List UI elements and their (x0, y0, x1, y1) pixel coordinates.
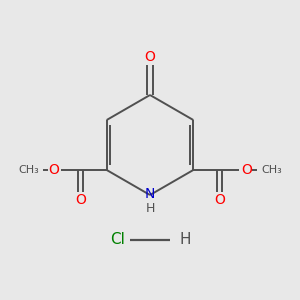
Text: CH₃: CH₃ (261, 165, 282, 175)
Text: O: O (214, 193, 225, 207)
Text: H: H (179, 232, 191, 247)
Text: N: N (145, 187, 155, 201)
Text: H: H (145, 202, 155, 214)
Text: O: O (145, 50, 155, 64)
Text: O: O (241, 163, 252, 177)
Text: Cl: Cl (111, 232, 125, 247)
Text: CH₃: CH₃ (18, 165, 39, 175)
Text: O: O (48, 163, 59, 177)
Text: O: O (75, 193, 86, 207)
